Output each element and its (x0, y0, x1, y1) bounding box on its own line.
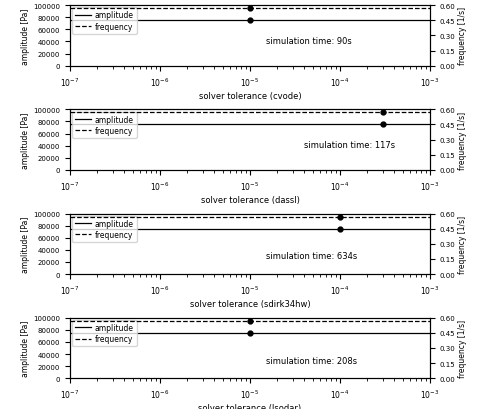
amplitude (247, 330, 253, 335)
amplitude (427, 19, 433, 24)
amplitude (337, 19, 343, 24)
frequency (247, 319, 253, 324)
frequency (247, 110, 253, 115)
amplitude (157, 227, 163, 231)
Text: simulation time: 208s: simulation time: 208s (266, 356, 357, 365)
X-axis label: solver tolerance (dassl): solver tolerance (dassl) (200, 196, 300, 204)
amplitude (157, 123, 163, 128)
Legend: amplitude, frequency: amplitude, frequency (72, 320, 136, 346)
frequency (337, 319, 343, 324)
frequency (337, 7, 343, 11)
frequency (157, 7, 163, 11)
amplitude (337, 227, 343, 231)
Legend: amplitude, frequency: amplitude, frequency (72, 9, 136, 35)
amplitude (67, 330, 73, 335)
amplitude (427, 227, 433, 231)
frequency (67, 110, 73, 115)
Y-axis label: amplitude [Pa]: amplitude [Pa] (22, 320, 30, 376)
Legend: amplitude, frequency: amplitude, frequency (72, 216, 136, 243)
X-axis label: solver tolerance (cvode): solver tolerance (cvode) (198, 91, 302, 100)
frequency (427, 215, 433, 220)
frequency (157, 215, 163, 220)
Y-axis label: amplitude [Pa]: amplitude [Pa] (22, 216, 30, 272)
amplitude (157, 19, 163, 24)
frequency (67, 7, 73, 11)
amplitude (157, 330, 163, 335)
Y-axis label: frequency [1/s]: frequency [1/s] (458, 7, 467, 65)
frequency (427, 110, 433, 115)
frequency (157, 110, 163, 115)
Y-axis label: frequency [1/s]: frequency [1/s] (458, 319, 467, 377)
Text: simulation time: 634s: simulation time: 634s (266, 252, 357, 261)
Y-axis label: frequency [1/s]: frequency [1/s] (458, 215, 467, 273)
X-axis label: solver tolerance (sdirk34hw): solver tolerance (sdirk34hw) (190, 299, 310, 308)
Text: simulation time: 117s: simulation time: 117s (304, 141, 396, 150)
frequency (337, 215, 343, 220)
amplitude (337, 123, 343, 128)
amplitude (427, 123, 433, 128)
Text: simulation time: 90s: simulation time: 90s (266, 37, 352, 46)
frequency (157, 319, 163, 324)
amplitude (427, 330, 433, 335)
frequency (427, 7, 433, 11)
amplitude (67, 19, 73, 24)
amplitude (337, 330, 343, 335)
frequency (67, 319, 73, 324)
frequency (427, 319, 433, 324)
Y-axis label: amplitude [Pa]: amplitude [Pa] (22, 8, 30, 65)
X-axis label: solver tolerance (lsodar): solver tolerance (lsodar) (198, 403, 302, 409)
frequency (337, 110, 343, 115)
frequency (247, 215, 253, 220)
Y-axis label: amplitude [Pa]: amplitude [Pa] (22, 112, 30, 169)
amplitude (247, 123, 253, 128)
amplitude (247, 227, 253, 231)
Legend: amplitude, frequency: amplitude, frequency (72, 112, 136, 139)
amplitude (247, 19, 253, 24)
Y-axis label: frequency [1/s]: frequency [1/s] (458, 111, 467, 169)
amplitude (67, 227, 73, 231)
amplitude (67, 123, 73, 128)
frequency (67, 215, 73, 220)
frequency (247, 7, 253, 11)
